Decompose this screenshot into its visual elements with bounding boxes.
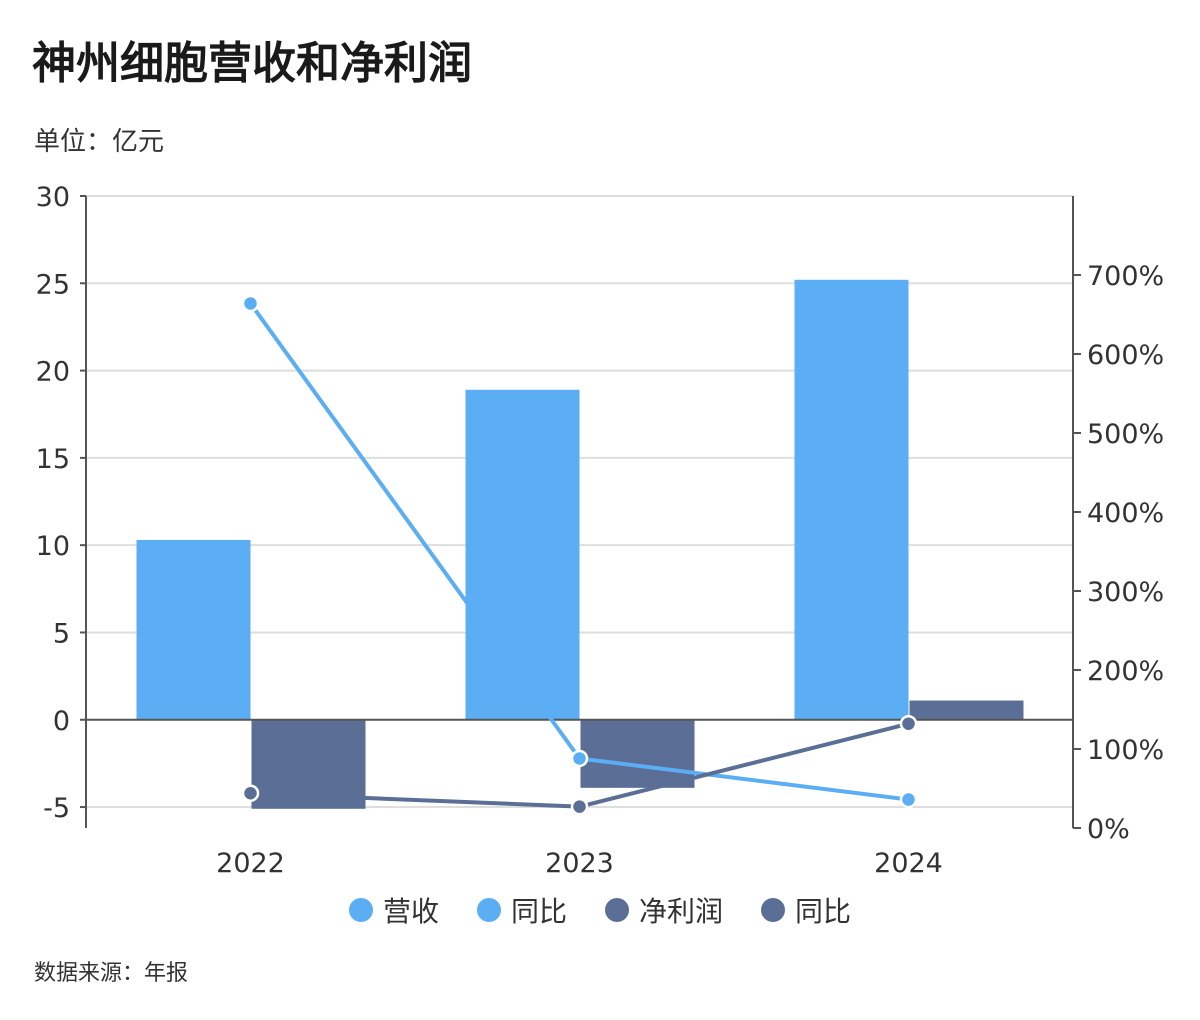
y-tick-label-right: 0% [1087, 814, 1130, 845]
x-tick-label: 2022 [216, 848, 285, 879]
x-tick-label: 2023 [545, 848, 614, 879]
y-tick-label-right: 100% [1087, 735, 1164, 766]
y-tick-label-left: 20 [36, 357, 70, 388]
legend-item-revenue-yoy[interactable]: 同比 [476, 890, 567, 930]
y-tick-label-right: 500% [1087, 419, 1164, 450]
y-tick-label-left: 0 [53, 706, 70, 737]
legend-item-net-profit[interactable]: 净利润 [605, 890, 723, 930]
legend-dot-profit-yoy [761, 898, 786, 922]
y-tick-label-right: 600% [1087, 340, 1164, 371]
y-tick-label-left: -5 [43, 793, 70, 824]
x-tick-label: 2024 [874, 848, 943, 879]
y-tick-label-left: 25 [36, 269, 70, 300]
point-profit-yoy [570, 797, 589, 816]
legend-label-net-profit: 净利润 [639, 895, 724, 928]
y-tick-label-left: 5 [53, 618, 70, 649]
legend-label-revenue-yoy: 同比 [510, 895, 567, 928]
y-tick-label-right: 200% [1087, 656, 1164, 687]
y-tick-label-left: 10 [36, 531, 70, 562]
legend-item-revenue[interactable]: 营收 [348, 890, 439, 930]
legend-dot-revenue [348, 898, 373, 922]
legend-label-profit-yoy: 同比 [795, 895, 852, 928]
legend: 营收 同比 净利润 同比 [0, 890, 1200, 930]
legend-item-profit-yoy[interactable]: 同比 [761, 890, 851, 930]
bar-revenue [136, 539, 251, 720]
y-tick-label-right: 400% [1087, 498, 1164, 529]
y-tick-label-left: 30 [36, 182, 70, 213]
y-tick-label-right: 300% [1087, 577, 1164, 608]
y-tick-label-left: 15 [36, 444, 70, 475]
bar-revenue [465, 389, 580, 720]
point-revenue-yoy [241, 294, 260, 313]
combo-chart: -50510152025300%100%200%300%400%500%600%… [36, 182, 1165, 879]
bar-revenue [794, 279, 909, 720]
unit-label: 单位：亿元 [34, 127, 165, 157]
legend-dot-revenue-yoy [476, 898, 501, 922]
source-label: 数据来源：年报 [34, 961, 189, 986]
y-tick-label-right: 700% [1087, 261, 1164, 292]
point-profit-yoy [899, 714, 918, 733]
bar-net-profit [909, 700, 1024, 720]
point-profit-yoy [241, 784, 260, 802]
bar-net-profit [580, 719, 695, 788]
legend-dot-net-profit [605, 898, 629, 922]
point-revenue-yoy [899, 790, 918, 809]
chart-title: 神州细胞营收和净利润 [32, 38, 472, 89]
legend-label-revenue: 营收 [382, 895, 439, 928]
point-revenue-yoy [570, 749, 589, 768]
